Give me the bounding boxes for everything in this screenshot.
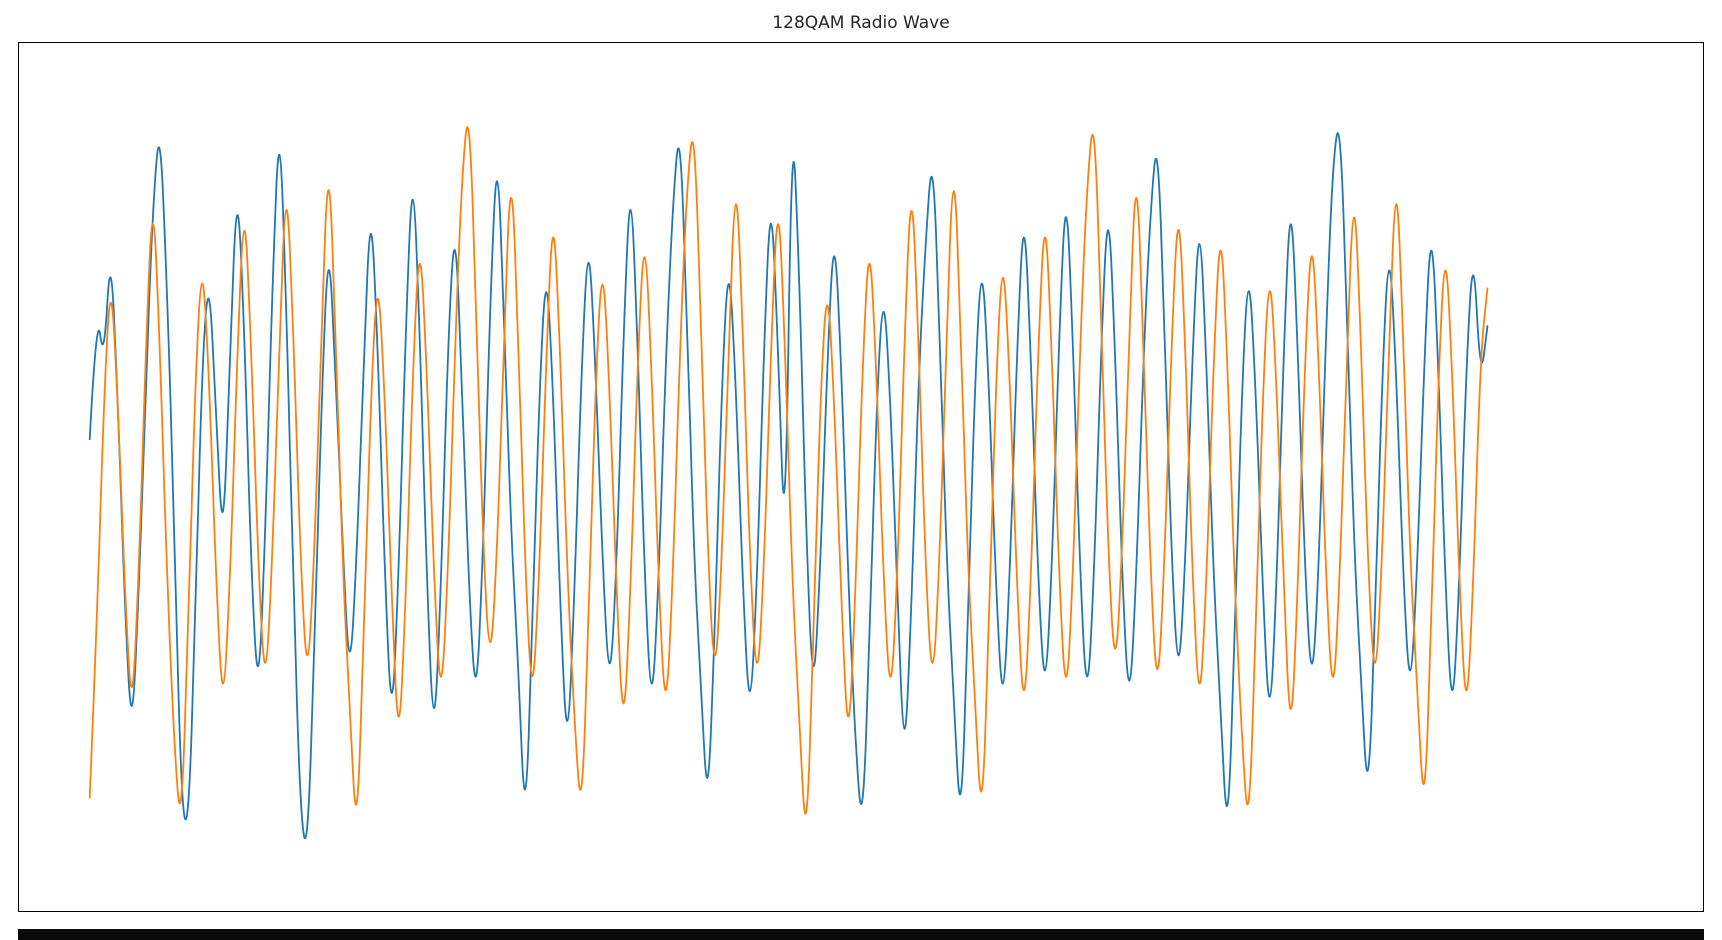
waveform-series-2 [88, 126, 1489, 815]
plot-canvas [88, 126, 1489, 840]
chart-title: 128QAM Radio Wave [772, 13, 950, 33]
x-axis-tick-band [18, 929, 1704, 940]
plot-area [18, 42, 1704, 912]
waveform-series-1 [88, 132, 1489, 840]
